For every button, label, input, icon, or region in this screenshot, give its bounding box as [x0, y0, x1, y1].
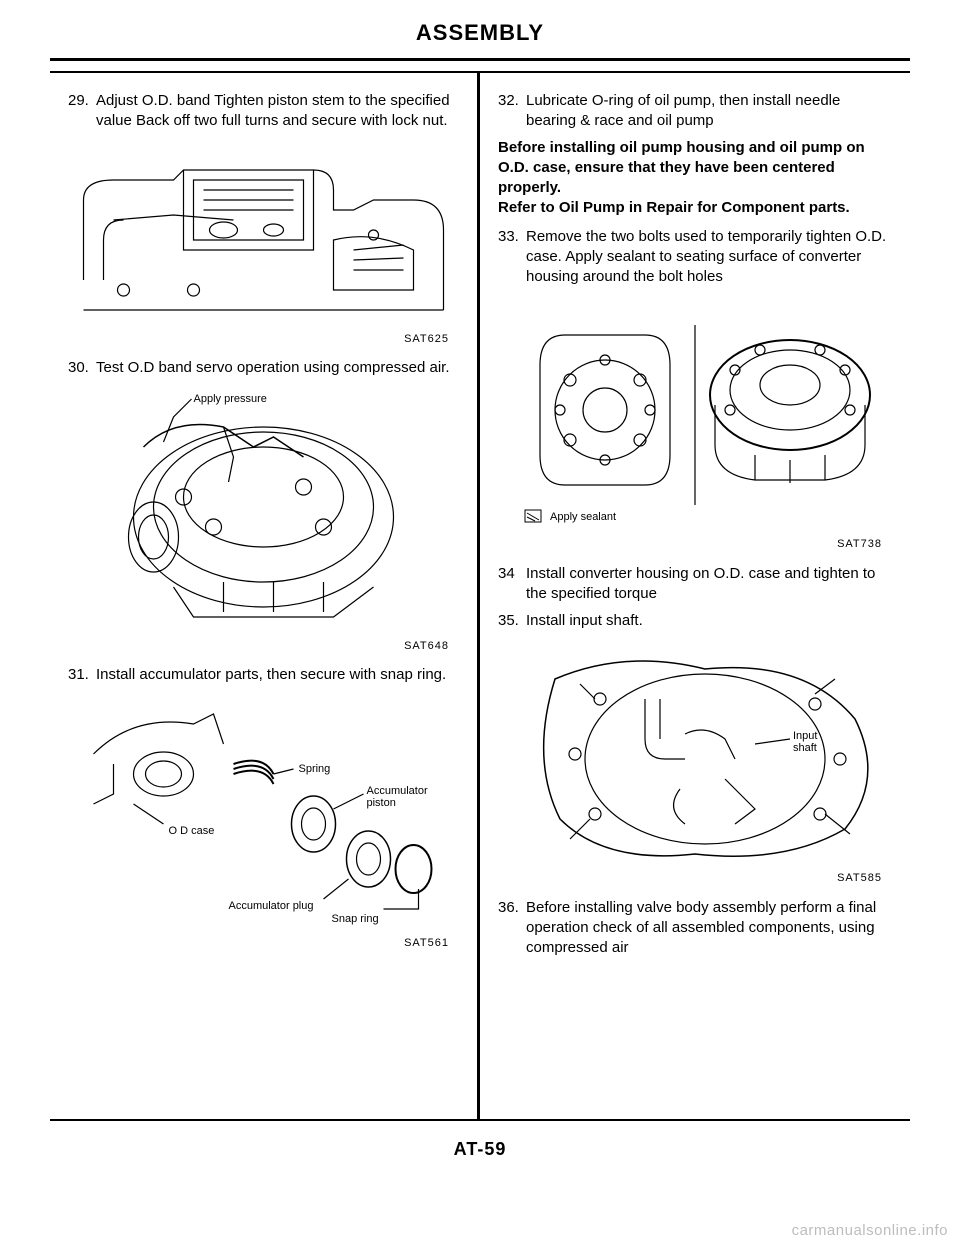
figure-id: SAT561: [68, 936, 459, 951]
step-35: 35. Install input shaft.: [498, 611, 892, 631]
figure-sat738: Apply sealant SAT738: [498, 295, 892, 552]
figure-id: SAT738: [498, 537, 892, 552]
accum-piston-label-2: piston: [367, 797, 396, 809]
page-container: ASSEMBLY 29. Adjust O.D. band Tighten pi…: [0, 0, 960, 1247]
left-column: 29. Adjust O.D. band Tighten piston stem…: [50, 73, 480, 1119]
bold-line-2: Refer to Oil Pump in Repair for Componen…: [498, 199, 850, 216]
right-column: 32. Lubricate O-ring of oil pump, then i…: [480, 73, 910, 1119]
page-title: ASSEMBLY: [50, 20, 910, 46]
figure-sat625: SAT625: [68, 140, 459, 347]
step-number: 33.: [498, 227, 526, 288]
figure-sat561: O D case Spring Accumulator piston: [68, 694, 459, 951]
step-text: Install input shaft.: [526, 611, 892, 631]
spring-label: Spring: [299, 763, 331, 775]
bold-line-1: Before installing oil pump housing and o…: [498, 139, 865, 197]
watermark: carmanualsonline.info: [792, 1222, 948, 1239]
step-number: 29.: [68, 91, 96, 132]
step-number: 36.: [498, 898, 526, 959]
od-case-label: O D case: [169, 825, 215, 837]
step-36: 36. Before installing valve body assembl…: [498, 898, 892, 959]
step-34: 34 Install converter housing on O.D. cas…: [498, 564, 892, 605]
step-text: Install converter housing on O.D. case a…: [526, 564, 892, 605]
figure-id: SAT585: [498, 871, 892, 886]
top-rule: [50, 58, 910, 61]
step-text: Remove the two bolts used to temporarily…: [526, 227, 892, 288]
step-33: 33. Remove the two bolts used to tempora…: [498, 227, 892, 288]
step-29: 29. Adjust O.D. band Tighten piston stem…: [68, 91, 459, 132]
step-32: 32. Lubricate O-ring of oil pump, then i…: [498, 91, 892, 132]
step-text: Before installing valve body assembly pe…: [526, 898, 892, 959]
apply-pressure-label: Apply pressure: [194, 393, 267, 405]
step-31: 31. Install accumulator parts, then secu…: [68, 665, 459, 685]
step-text: Install accumulator parts, then secure w…: [96, 665, 459, 685]
figure-sat585: Input shaft SAT585: [498, 639, 892, 886]
bold-instruction: Before installing oil pump housing and o…: [498, 138, 892, 219]
figure-id: SAT625: [68, 332, 459, 347]
step-text: Adjust O.D. band Tighten piston stem to …: [96, 91, 459, 132]
accum-piston-label-1: Accumulator: [367, 785, 428, 797]
figure-sat648: Apply pressure: [68, 387, 459, 654]
step-number: 31.: [68, 665, 96, 685]
input-label-2: shaft: [793, 742, 817, 754]
step-number: 30.: [68, 358, 96, 378]
page-number: AT-59: [50, 1139, 910, 1160]
step-number: 35.: [498, 611, 526, 631]
snap-ring-label: Snap ring: [332, 913, 379, 925]
apply-sealant-label: Apply sealant: [550, 511, 616, 523]
accum-plug-label: Accumulator plug: [229, 900, 314, 912]
step-text: Test O.D band servo operation using comp…: [96, 358, 459, 378]
input-label-1: Input: [793, 730, 817, 742]
figure-id: SAT648: [68, 639, 459, 654]
step-30: 30. Test O.D band servo operation using …: [68, 358, 459, 378]
step-text: Lubricate O-ring of oil pump, then insta…: [526, 91, 892, 132]
step-number: 34: [498, 564, 526, 605]
two-column-layout: 29. Adjust O.D. band Tighten piston stem…: [50, 71, 910, 1121]
step-number: 32.: [498, 91, 526, 132]
